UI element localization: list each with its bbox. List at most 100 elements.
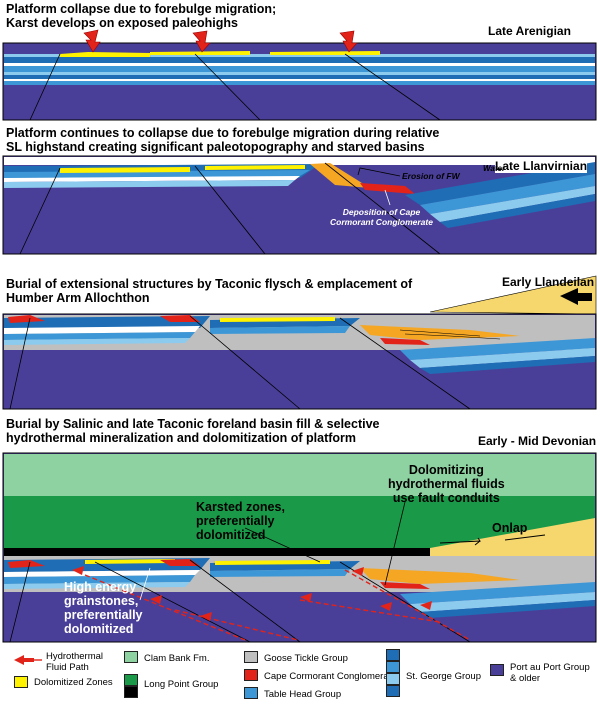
- panel-1-title-line-1: Platform collapse due to forebulge migra…: [6, 2, 277, 16]
- legend-swatch-st-george-2: [386, 661, 400, 673]
- panel-3-thrust-1: [399, 329, 481, 337]
- fluid-arrow-6: [352, 567, 364, 576]
- legend-st-george: St. George Group: [406, 671, 481, 682]
- legend-swatch-st-george-1: [386, 649, 400, 661]
- annotation-karsted-line-1: Karsted zones,: [196, 500, 285, 514]
- panel-1-st-george-mid-2: [4, 81, 595, 85]
- panel-4-hw-mid: [400, 582, 595, 604]
- legend-long-point: Long Point Group: [144, 679, 219, 690]
- panel-2-title-line-1: Platform continues to collapse due to fo…: [6, 126, 440, 140]
- panel-1-age: Late Arenigian: [488, 24, 571, 38]
- panel-3-age: Early Llandeilan: [502, 275, 595, 289]
- panel-3-fault-3: [339, 317, 471, 410]
- panel-1-title-line-2: Karst develops on exposed paleohighs: [6, 16, 239, 30]
- panel-1-st-george-dark-2: [4, 75, 595, 79]
- panel-2-dolomite-2: [205, 165, 305, 170]
- panel-4-age: Early - Mid Devonian: [478, 434, 597, 448]
- legend-swatch-dolomitized: [14, 676, 28, 688]
- annotation-grainstones-line-3: preferentially: [64, 608, 143, 622]
- legend-port-au-port-line-2: & older: [510, 673, 541, 684]
- panel-4-red-1: [8, 560, 45, 568]
- legend-fluid-path: Hydrothermal Fluid Path: [46, 651, 103, 673]
- panel-2-dolomite-1: [60, 167, 190, 173]
- panel-1-white-bed-2: [4, 79, 595, 81]
- panel-4-dolomite-2: [215, 560, 330, 565]
- panel-4-white-bed: [4, 570, 200, 577]
- fluid-arrow-5: [380, 602, 392, 611]
- panel-1-arrow-3: [339, 30, 358, 53]
- panel-2-fault-3: [324, 162, 441, 255]
- panel-3-white-bed: [4, 326, 200, 334]
- panel-3-thrust-2: [404, 333, 501, 340]
- panel-2-title-line-2: SL highstand creating significant paleot…: [6, 140, 425, 154]
- panel-1-title: Platform collapse due to forebulge migra…: [6, 2, 276, 30]
- panel-3-upper-mid: [4, 332, 195, 340]
- annotation-dolomitizing: Dolomitizing hydrothermal fluids use fau…: [388, 463, 505, 505]
- panel-2-title: Platform continues to collapse due to fo…: [6, 126, 439, 154]
- legend-swatch-st-george-3: [386, 673, 400, 685]
- panel-2-white-bed: [4, 176, 300, 182]
- panel-1-white-bed: [4, 63, 595, 66]
- panel-2-upper-light: [4, 180, 295, 188]
- annotation-erosion: Erosion of FW: [402, 171, 460, 181]
- panel-4-leader-grainstones: [139, 567, 151, 601]
- panel-2-hw-mid: [420, 174, 595, 214]
- legend-swatch-table-head: [244, 687, 258, 699]
- legend-graphics: [14, 655, 42, 665]
- panel-2-leader-deposition: [384, 189, 391, 206]
- panel-3-red-1: [8, 315, 45, 323]
- panel-2-hw-dark-2: [440, 194, 595, 228]
- panel-3-title-line-2: Humber Arm Allochthon: [6, 291, 150, 305]
- panel-4-title: Burial by Salinic and late Taconic forel…: [6, 417, 380, 445]
- legend-swatch-clam-bank: [124, 651, 138, 663]
- panel-1-st-george-mid: [4, 66, 595, 72]
- annotation-onlap: Onlap: [492, 521, 528, 535]
- panel-3-red-2: [160, 315, 200, 322]
- annotation-dolomitizing-line-1: Dolomitizing: [408, 463, 484, 477]
- panel-4-fault-3: [189, 559, 301, 643]
- panel-2-fault-1: [19, 167, 61, 255]
- fluid-arrow-1: [72, 566, 84, 575]
- annotation-karsted: Karsted zones, preferentially dolomitize…: [196, 500, 285, 542]
- panel-4-fluid-paths: [84, 569, 471, 641]
- panel-1-fault-3: [344, 53, 441, 121]
- panel-4-title-line-1: Burial by Salinic and late Taconic forel…: [6, 417, 380, 431]
- panel-1-st-george-dark: [4, 57, 595, 63]
- legend-fluid-path-line-1: Hydrothermal: [46, 651, 104, 662]
- panel-2-section: [2, 155, 597, 255]
- panel-3-hw-light: [410, 348, 595, 368]
- panel-3-title-line-1: Burial of extensional structures by Taco…: [6, 277, 413, 291]
- panel-4-title-line-2: hydrothermal mineralization and dolomiti…: [6, 431, 357, 445]
- annotation-grainstones-line-2: grainstones,: [64, 594, 139, 608]
- panel-2-fault-2: [194, 165, 266, 255]
- panel-3-hw-mid: [400, 338, 595, 360]
- panel-2-orange: [310, 163, 370, 188]
- legend-swatch-black: [124, 686, 138, 698]
- panel-1-dolomite-2: [150, 51, 250, 55]
- panel-4-dolomite-1: [85, 559, 175, 564]
- annotation-water: Water: [483, 164, 506, 173]
- panel-1-arrow-1: [83, 29, 101, 53]
- legend-table-head: Table Head Group: [264, 689, 342, 700]
- panel-1-fault-1: [29, 53, 61, 121]
- legend-dolomitized: Dolomitized Zones: [34, 677, 113, 688]
- panel-3-mid-mid: [210, 326, 350, 334]
- legend-swatch-st-george-4: [386, 685, 400, 697]
- legend-port-au-port-line-1: Port au Port Group: [510, 662, 590, 673]
- legend-port-au-port: Port au Port Group & older: [510, 662, 590, 684]
- panel-1-dolomite-3: [270, 51, 380, 55]
- panel-1-fault-2: [194, 53, 261, 121]
- panel-4-leader-dolo: [384, 501, 406, 586]
- legend-fluid-path-line-2: Fluid Path: [46, 662, 89, 673]
- panel-2-hw-light: [430, 186, 595, 222]
- panel-4-red-3: [380, 582, 430, 589]
- panel-3-orange: [360, 325, 520, 340]
- panel-1-st-george-light: [4, 72, 595, 75]
- legend-cape-cormorant: Cape Cormorant Conglomerate: [264, 671, 397, 682]
- panel-4-onlap-arrow-1-head: [474, 540, 481, 546]
- panel-3-allochthon-wedge: [429, 275, 597, 315]
- panel-4-black-bed: [4, 548, 430, 556]
- panel-4-red-2: [160, 559, 200, 566]
- panel-3-section: [2, 275, 597, 410]
